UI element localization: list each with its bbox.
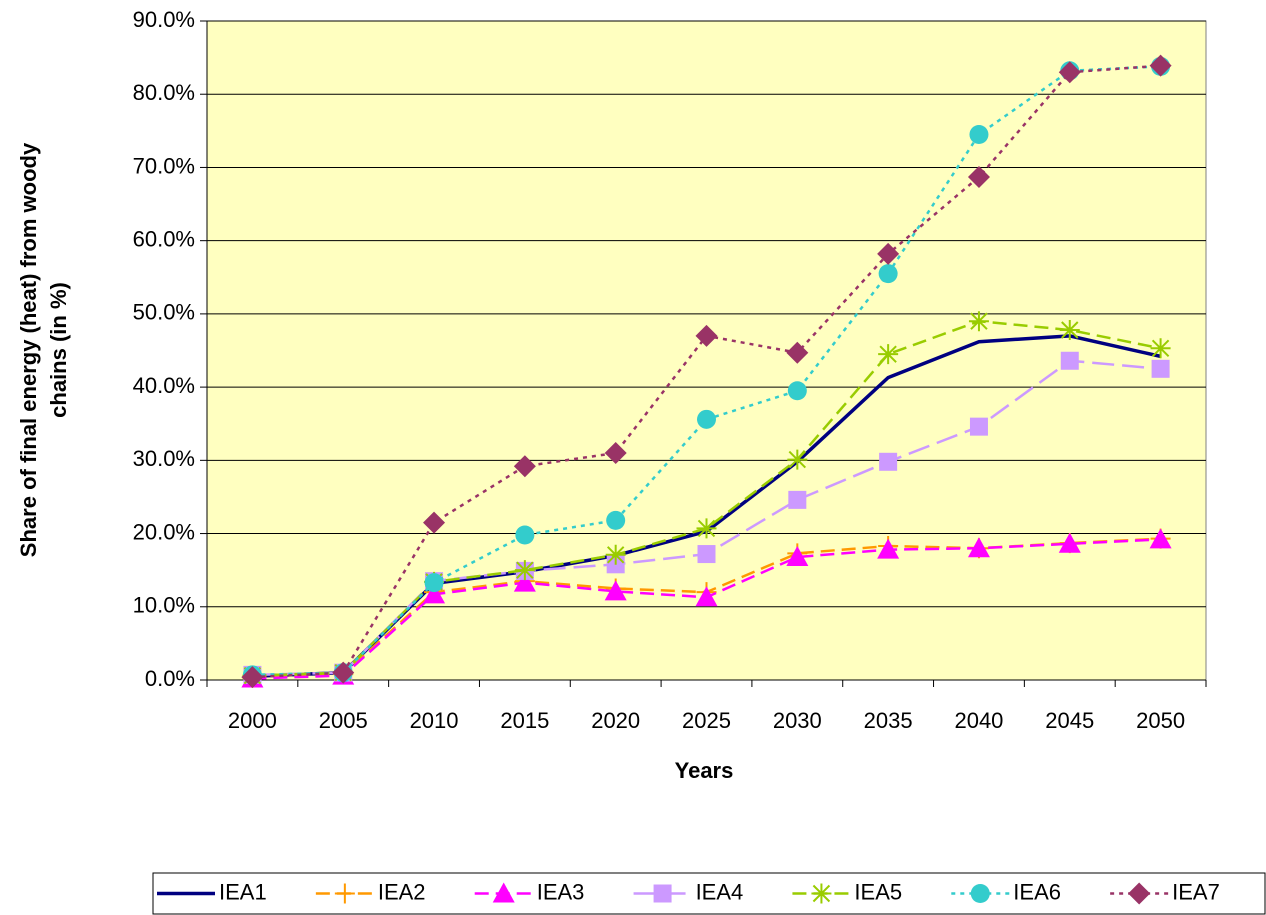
marker: [879, 452, 898, 471]
legend-label: IEA1: [219, 879, 267, 904]
marker: [513, 455, 536, 478]
marker: [492, 882, 515, 903]
marker: [877, 242, 900, 265]
y-tick-label: 30.0%: [133, 446, 195, 471]
marker: [423, 583, 446, 604]
x-tick-label: 2045: [1045, 708, 1094, 733]
y-tick-label: 0.0%: [145, 666, 195, 691]
y-tick-label: 60.0%: [133, 226, 195, 251]
y-axis-label-line: Share of final energy (heat) from woody: [16, 142, 41, 557]
y-tick-label: 40.0%: [133, 373, 195, 398]
x-tick-label: 2000: [228, 708, 277, 733]
x-tick-label: 2020: [591, 708, 640, 733]
marker: [605, 544, 626, 565]
marker: [513, 571, 536, 592]
y-axis-label: Share of final energy (heat) from woody …: [16, 142, 71, 557]
series: [241, 54, 1172, 689]
marker: [604, 442, 627, 465]
marker: [515, 525, 535, 545]
marker: [1151, 359, 1170, 378]
x-tick-label: 2035: [864, 708, 913, 733]
marker: [697, 545, 716, 564]
marker: [878, 264, 898, 284]
x-tick-label: 2030: [773, 708, 822, 733]
y-tick-label: 20.0%: [133, 519, 195, 544]
marker: [424, 573, 444, 593]
marker: [1058, 532, 1081, 553]
legend-label: IEA7: [1172, 879, 1220, 904]
marker: [788, 490, 807, 509]
marker: [332, 661, 355, 684]
marker: [786, 545, 809, 566]
plot-area: [206, 20, 1207, 681]
marker: [787, 381, 807, 401]
marker: [811, 883, 832, 904]
marker: [1128, 882, 1151, 905]
marker: [877, 538, 900, 559]
marker: [967, 165, 990, 188]
marker: [787, 449, 808, 470]
marker: [1058, 61, 1081, 84]
y-tick-label: 70.0%: [133, 153, 195, 178]
legend-label: IEA5: [854, 879, 902, 904]
marker: [604, 580, 627, 601]
legend-label: IEA3: [537, 879, 585, 904]
marker: [606, 510, 626, 530]
marker: [1060, 351, 1079, 370]
marker: [695, 324, 718, 347]
marker: [878, 344, 899, 365]
marker: [968, 311, 989, 332]
y-tick-label: 50.0%: [133, 300, 195, 325]
marker: [969, 417, 988, 436]
x-tick-label: 2005: [319, 708, 368, 733]
legend-label: IEA6: [1013, 879, 1061, 904]
marker: [1149, 528, 1172, 549]
marker: [653, 884, 672, 903]
y-tick-label: 90.0%: [133, 7, 195, 32]
marker: [969, 124, 989, 144]
x-tick-label: 2025: [682, 708, 731, 733]
marker: [970, 884, 990, 903]
marker: [696, 518, 717, 539]
x-tick-label: 2010: [410, 708, 459, 733]
series-line: [252, 319, 1161, 677]
marker: [695, 586, 718, 607]
legend-label: IEA4: [696, 879, 744, 904]
x-tick-label: 2040: [954, 708, 1003, 733]
marker: [967, 537, 990, 558]
marker: [423, 511, 446, 534]
y-axis-label-line: chains (in %): [46, 282, 71, 418]
marker: [241, 666, 264, 689]
marker: [514, 560, 535, 581]
y-tick-label: 10.0%: [133, 593, 195, 618]
marker: [1059, 319, 1080, 340]
x-tick-label: 2015: [500, 708, 549, 733]
x-axis-label: Years: [675, 758, 734, 783]
marker: [1149, 54, 1172, 77]
marker: [786, 341, 809, 364]
x-tick-label: 2050: [1136, 708, 1185, 733]
marker: [1150, 338, 1171, 359]
marker: [334, 883, 355, 904]
legend-label: IEA2: [378, 879, 426, 904]
y-tick-label: 80.0%: [133, 80, 195, 105]
marker: [697, 409, 716, 429]
